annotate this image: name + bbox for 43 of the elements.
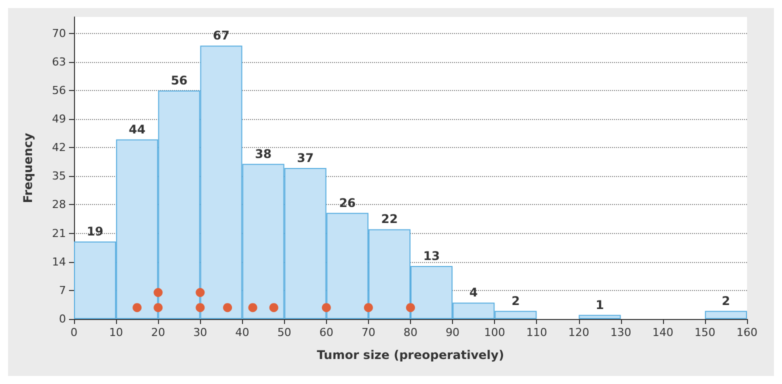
y-tick-label: 21 <box>52 226 66 240</box>
x-tick-label: 20 <box>151 326 166 339</box>
data-label: 2 <box>511 294 520 308</box>
data-label: 4 <box>469 286 478 300</box>
x-tick-label: 30 <box>193 326 208 339</box>
y-tick-label: 56 <box>52 84 66 97</box>
x-tick-label: 80 <box>404 326 418 339</box>
data-label: 38 <box>254 146 272 161</box>
x-tick-label: 160 <box>736 326 758 339</box>
data-label: 37 <box>296 151 314 165</box>
x-tick-label: 50 <box>277 326 292 339</box>
x-tick-label: 100 <box>484 326 506 339</box>
data-label: 22 <box>381 212 398 226</box>
x-tick-label: 130 <box>610 326 632 339</box>
data-label: 13 <box>423 248 440 263</box>
y-tick-label: 49 <box>52 112 66 126</box>
y-tick-label: 28 <box>52 198 66 212</box>
x-tick-label: 0 <box>70 326 78 339</box>
x-tick-label: 120 <box>568 326 590 339</box>
data-label: 56 <box>170 73 188 88</box>
x-tick-label: 40 <box>235 326 250 339</box>
data-label: 2 <box>722 294 730 308</box>
y-tick-label: 14 <box>52 255 66 268</box>
x-axis-title: Tumor size (preoperatively) <box>316 348 504 362</box>
x-tick-label: 10 <box>109 326 124 339</box>
x-tick-label: 150 <box>694 326 716 339</box>
data-label: 67 <box>212 28 230 43</box>
x-tick-label: 70 <box>361 326 376 339</box>
y-tick-label: 7 <box>59 284 66 297</box>
y-tick-label: 63 <box>52 55 66 68</box>
data-label: 1 <box>596 298 604 312</box>
y-tick-label: 70 <box>52 26 66 40</box>
data-label: 44 <box>128 122 146 136</box>
y-tick-label: 0 <box>59 312 66 326</box>
y-tick-label: 35 <box>52 170 66 183</box>
x-tick-label: 110 <box>526 326 548 339</box>
x-tick-label: 140 <box>652 326 674 339</box>
data-label: 19 <box>86 224 104 238</box>
x-tick-label: 60 <box>319 326 334 339</box>
y-axis-title: Frequency <box>21 132 35 204</box>
x-tick-label: 90 <box>446 326 460 339</box>
data-label: 26 <box>339 196 356 210</box>
y-tick-label: 42 <box>52 141 66 154</box>
